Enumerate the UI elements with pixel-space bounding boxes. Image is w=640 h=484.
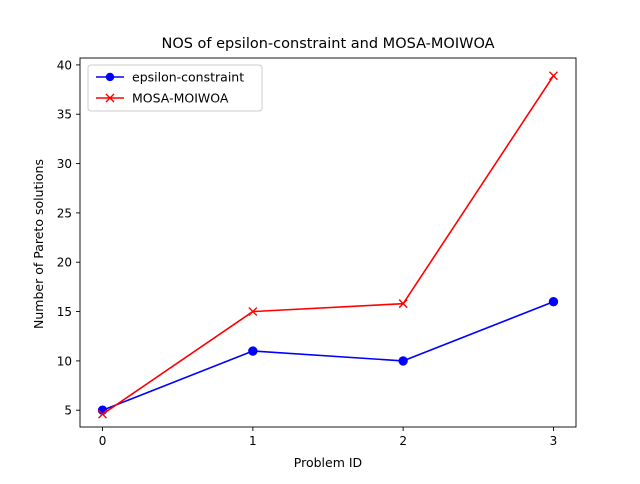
- legend-marker-stroke: [105, 93, 115, 103]
- chart-title: NOS of epsilon-constraint and MOSA-MOIWO…: [161, 36, 494, 52]
- y-tick-label: 20: [57, 256, 72, 270]
- legend-label-1: MOSA-MOIWOA: [132, 91, 229, 106]
- legend: epsilon-constraint MOSA-MOIWOA: [87, 64, 263, 112]
- x-tick-label: 1: [249, 434, 257, 448]
- legend-marker-1: [105, 93, 115, 103]
- y-tick-label: 15: [57, 305, 72, 319]
- data-point-stroke: [398, 299, 408, 309]
- data-point: [97, 405, 108, 415]
- x-tick-label: 0: [99, 434, 107, 448]
- data-point-stroke: [548, 71, 558, 81]
- x-axis-label: Problem ID: [294, 455, 362, 470]
- y-tick-label: 35: [57, 108, 72, 122]
- y-tick-label: 10: [57, 354, 72, 368]
- data-point-stroke: [248, 307, 258, 317]
- series-line-0: [102, 300, 554, 411]
- y-tick-label: 25: [57, 206, 72, 220]
- y-tick-label: 30: [57, 157, 72, 171]
- y-tick-label: 5: [64, 404, 72, 418]
- legend-marker-0: [105, 72, 115, 82]
- data-point: [548, 296, 559, 307]
- y-tick-label: 40: [57, 58, 72, 72]
- axes-frame: [79, 57, 577, 428]
- x-tick-label: 3: [550, 434, 558, 448]
- series-line-1: [102, 75, 555, 415]
- data-point: [398, 299, 408, 309]
- data-point: [398, 356, 408, 366]
- x-tick-label: 2: [399, 434, 407, 448]
- y-axis-label: Number of Pareto solutions: [31, 159, 46, 329]
- data-point: [98, 409, 108, 419]
- legend-label-0: epsilon-constraint: [132, 70, 244, 85]
- legend-box: [87, 64, 263, 112]
- data-point: [248, 346, 258, 356]
- data-point-stroke: [98, 409, 108, 419]
- plot-area: 0 1 2 3510152025303540epsilon-constraintMOS…: [57, 57, 577, 448]
- data-point: [248, 307, 258, 317]
- data-point: [548, 71, 558, 81]
